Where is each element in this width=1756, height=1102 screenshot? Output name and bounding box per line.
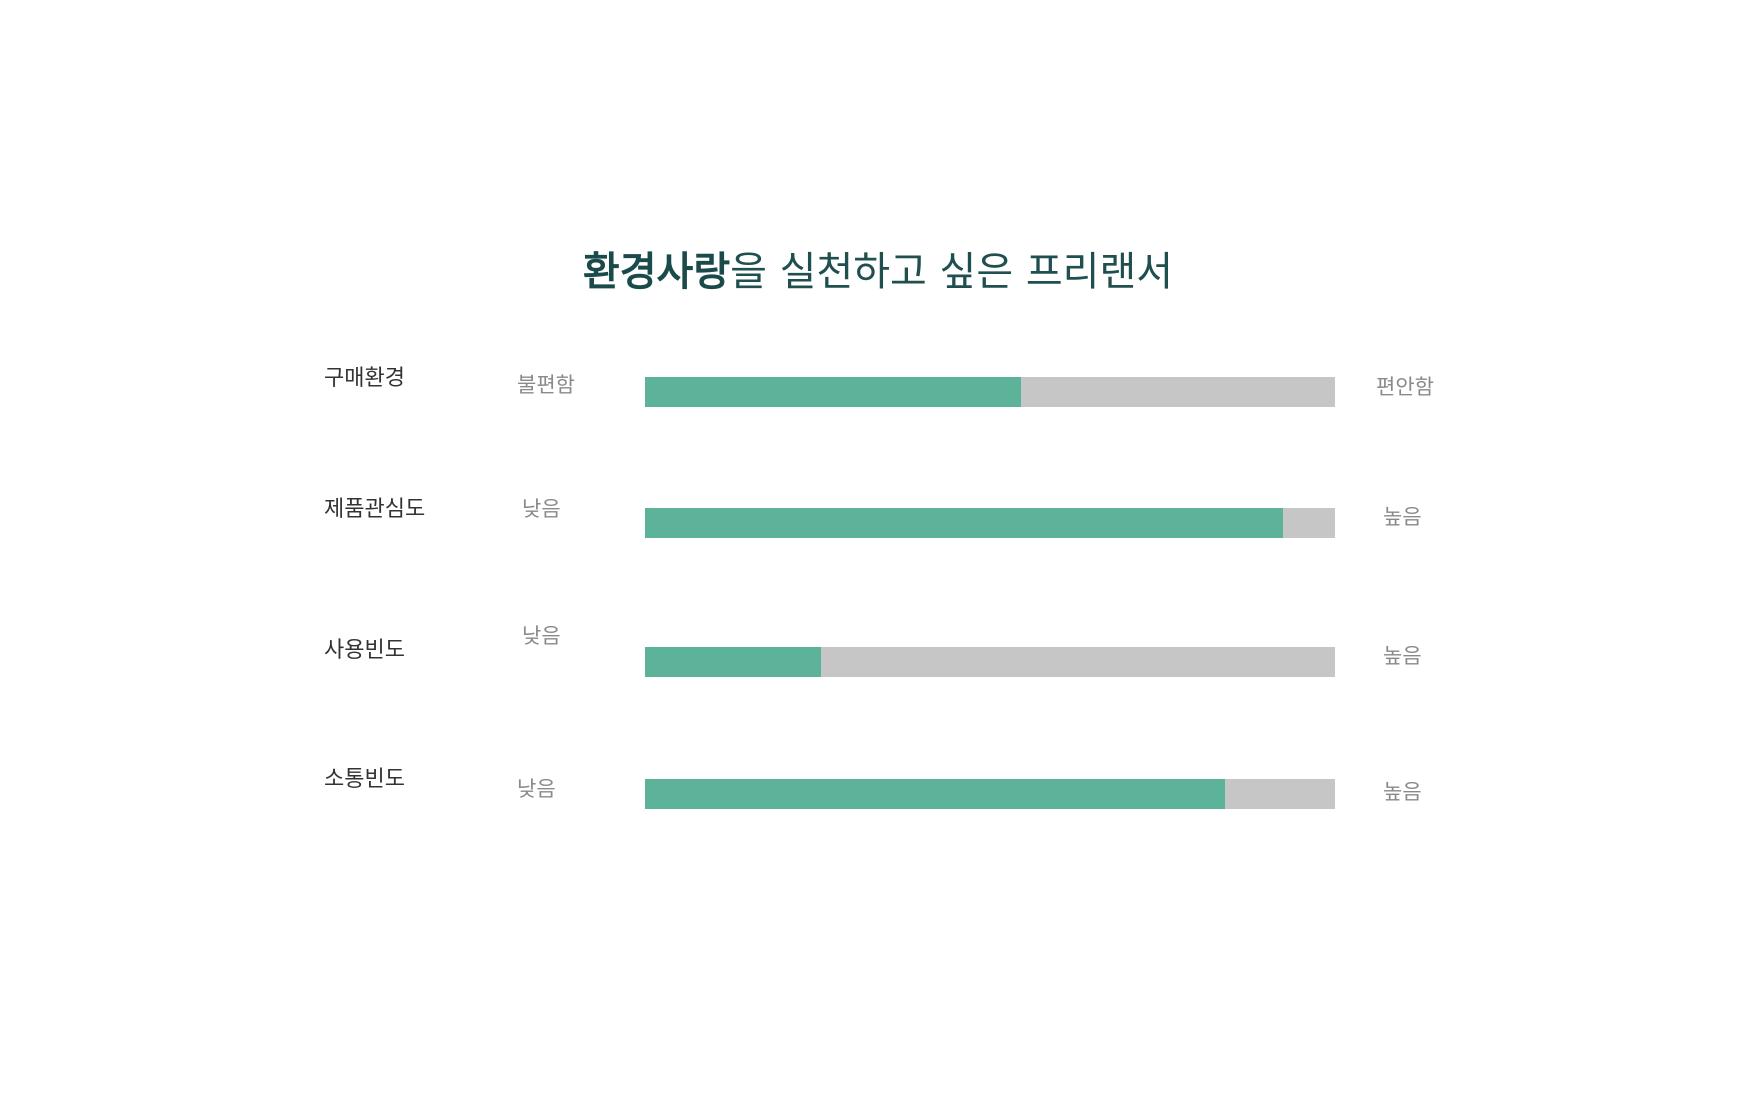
scale-max-label: 높음: [1383, 780, 1422, 804]
scale-max-label: 높음: [1383, 644, 1422, 668]
category-label: 사용빈도: [324, 638, 405, 663]
category-label: 소통빈도: [324, 767, 405, 792]
bar-fill: [645, 508, 1283, 538]
scale-min-label: 불편함: [517, 373, 575, 397]
category-label: 제품관심도: [324, 497, 426, 522]
scale-min-label: 낮음: [522, 497, 561, 521]
chart-title-emphasis: 환경사랑: [582, 249, 731, 295]
scale-min-label: 낮음: [522, 624, 561, 648]
category-label: 구매환경: [324, 366, 405, 391]
scale-min-label: 낮음: [517, 777, 556, 801]
bar-fill: [645, 647, 821, 677]
scale-max-label: 높음: [1383, 505, 1422, 529]
bar-fill: [645, 377, 1021, 407]
bar-track: [645, 377, 1335, 407]
bar-track: [645, 647, 1335, 677]
chart-title: 환경사랑을 실천하고 싶은 프리랜서: [0, 244, 1756, 300]
bar-track: [645, 779, 1335, 809]
bar-track: [645, 508, 1335, 538]
scale-max-label: 편안함: [1376, 375, 1434, 399]
chart-title-rest: 을 실천하고 싶은 프리랜서: [730, 249, 1174, 295]
bar-fill: [645, 779, 1225, 809]
